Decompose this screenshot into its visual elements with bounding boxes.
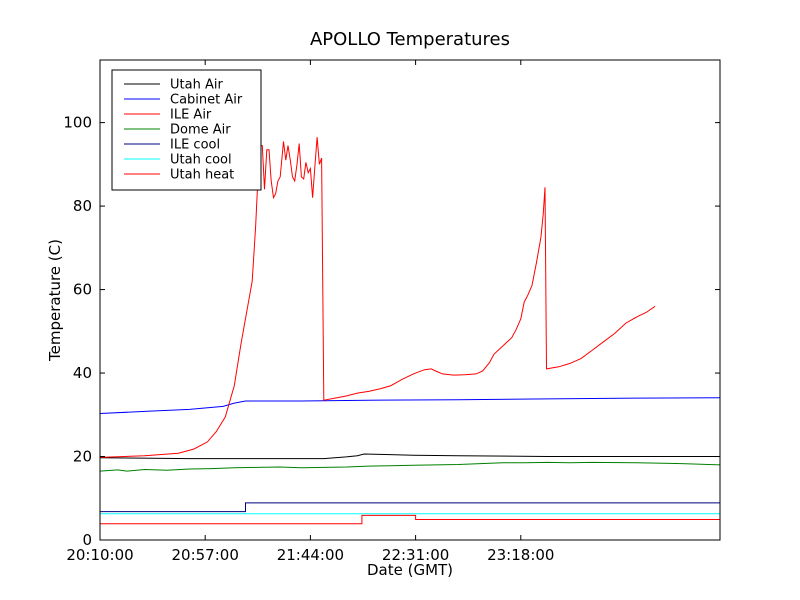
x-tick-label: 23:18:00	[487, 546, 554, 564]
series-line-cabinet-air	[100, 397, 720, 414]
chart-title: APOLLO Temperatures	[310, 29, 510, 50]
series-line-utah-heat	[100, 514, 720, 525]
legend-label: Dome Air	[170, 123, 231, 138]
y-axis: 0 20 40 60 80 100	[63, 114, 720, 549]
legend-label: ILE cool	[170, 138, 220, 153]
legend-label: Utah Air	[170, 78, 223, 93]
legend-label: Utah cool	[170, 153, 232, 168]
x-tick-label: 20:57:00	[172, 546, 239, 564]
legend-label: ILE Air	[170, 108, 212, 123]
series-line-utah-air	[100, 453, 720, 460]
y-tick-label: 100	[63, 114, 92, 132]
y-tick-label: 60	[73, 281, 92, 299]
x-axis-label: Date (GMT)	[367, 561, 453, 579]
legend-label: Cabinet Air	[170, 93, 243, 108]
plot-frame	[99, 59, 721, 541]
y-axis-label: Temperature (C)	[46, 239, 64, 362]
x-axis: 20:10:00 20:57:00 21:44:00 22:31:00 23:18:00	[66, 60, 554, 564]
y-tick-label: 0	[82, 531, 92, 549]
series-line-ile-cool	[100, 502, 720, 513]
y-tick-label: 20	[73, 448, 92, 466]
series-line-dome-air	[100, 461, 720, 472]
x-tick-label: 21:44:00	[277, 546, 344, 564]
x-tick-label: 22:31:00	[382, 546, 449, 564]
y-tick-label: 40	[73, 364, 92, 382]
x-tick-label: 20:10:00	[66, 546, 133, 564]
legend-label: Utah heat	[170, 168, 234, 183]
y-tick-label: 80	[73, 197, 92, 215]
legend-box	[111, 69, 262, 191]
